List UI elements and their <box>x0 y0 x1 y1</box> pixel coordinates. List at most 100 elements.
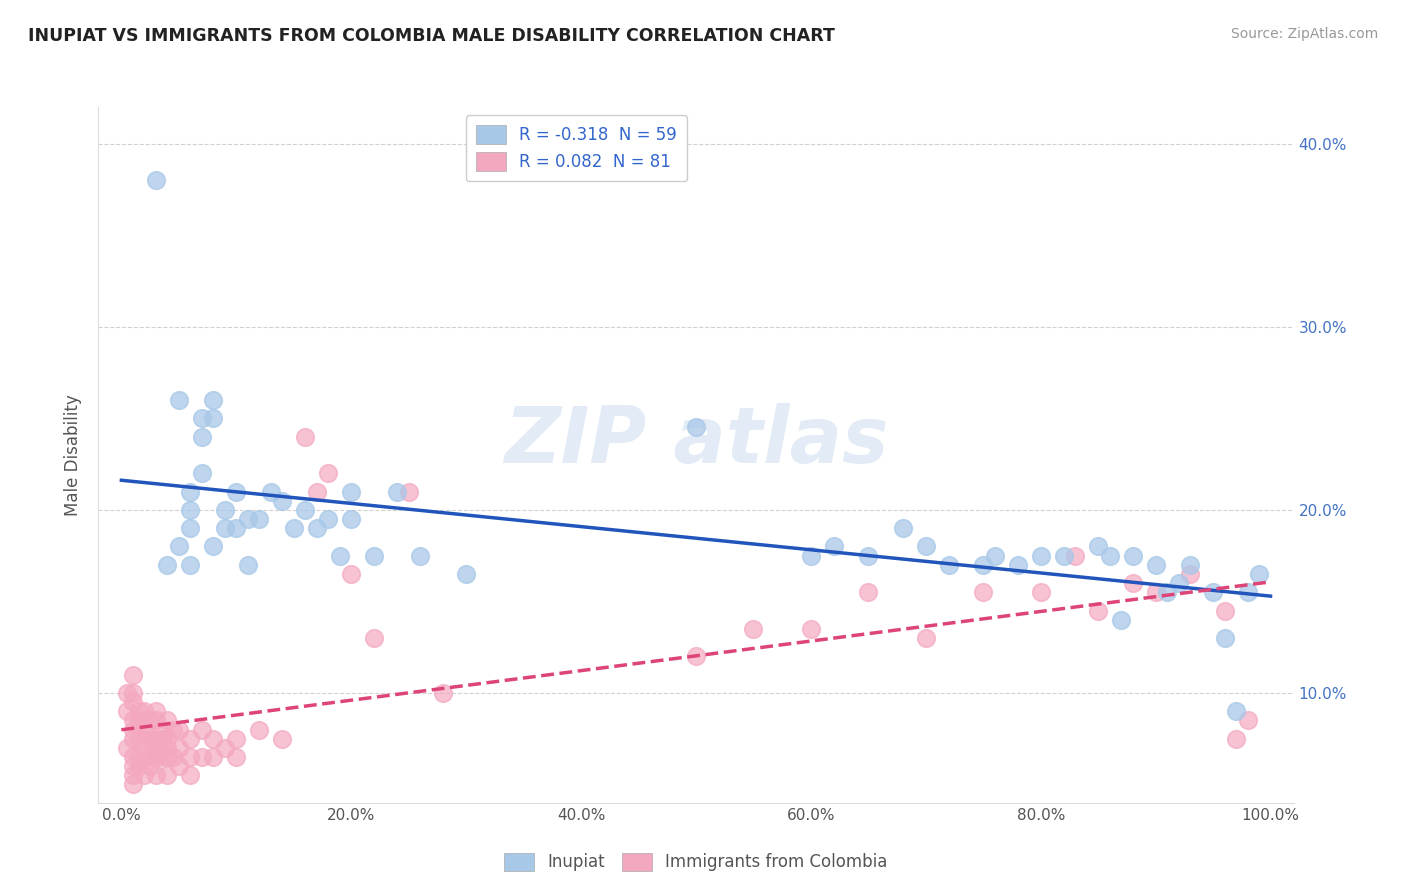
Point <box>179 750 201 764</box>
Point <box>214 740 236 755</box>
Point <box>1236 714 1258 728</box>
Point <box>128 714 150 728</box>
Point <box>122 768 145 782</box>
Point <box>1225 704 1247 718</box>
Text: INUPIAT VS IMMIGRANTS FROM COLOMBIA MALE DISABILITY CORRELATION CHART: INUPIAT VS IMMIGRANTS FROM COLOMBIA MALE… <box>28 27 835 45</box>
Point <box>236 512 259 526</box>
Point <box>1087 603 1109 617</box>
Point <box>122 759 145 773</box>
Point <box>150 750 173 764</box>
Point <box>685 649 707 664</box>
Point <box>225 484 247 499</box>
Point <box>398 484 420 499</box>
Point <box>122 750 145 764</box>
Point <box>972 558 994 572</box>
Point <box>179 484 201 499</box>
Point <box>1247 566 1270 581</box>
Point <box>150 731 173 746</box>
Point <box>167 392 190 407</box>
Point <box>145 704 167 718</box>
Point <box>202 540 225 554</box>
Point <box>145 714 167 728</box>
Point <box>1144 558 1167 572</box>
Point <box>329 549 352 563</box>
Point <box>1053 549 1076 563</box>
Point <box>115 704 138 718</box>
Point <box>247 723 270 737</box>
Point <box>128 750 150 764</box>
Point <box>167 723 190 737</box>
Point <box>145 750 167 764</box>
Point <box>150 723 173 737</box>
Point <box>156 731 179 746</box>
Point <box>122 695 145 709</box>
Point <box>145 173 167 187</box>
Point <box>858 549 880 563</box>
Point <box>134 750 156 764</box>
Point <box>225 750 247 764</box>
Point <box>283 521 305 535</box>
Point <box>1236 585 1258 599</box>
Point <box>1007 558 1029 572</box>
Point <box>1202 585 1225 599</box>
Point <box>1098 549 1121 563</box>
Point <box>134 723 156 737</box>
Point <box>316 512 339 526</box>
Point <box>145 740 167 755</box>
Point <box>202 392 225 407</box>
Text: Source: ZipAtlas.com: Source: ZipAtlas.com <box>1230 27 1378 41</box>
Point <box>115 740 138 755</box>
Point <box>139 759 162 773</box>
Point <box>191 411 214 425</box>
Point <box>191 467 214 481</box>
Point <box>214 521 236 535</box>
Point <box>156 558 179 572</box>
Point <box>340 512 363 526</box>
Point <box>236 558 259 572</box>
Point <box>823 540 845 554</box>
Point <box>1029 549 1052 563</box>
Point <box>156 750 179 764</box>
Point <box>139 714 162 728</box>
Point <box>409 549 432 563</box>
Point <box>432 686 454 700</box>
Point <box>156 768 179 782</box>
Point <box>162 750 184 764</box>
Point <box>1213 603 1236 617</box>
Point <box>914 540 936 554</box>
Point <box>385 484 409 499</box>
Point <box>1144 585 1167 599</box>
Point <box>294 429 316 443</box>
Point <box>128 731 150 746</box>
Point <box>1167 576 1189 591</box>
Point <box>179 503 201 517</box>
Point <box>134 731 156 746</box>
Point <box>1087 540 1109 554</box>
Point <box>179 768 201 782</box>
Point <box>271 731 294 746</box>
Point <box>800 549 823 563</box>
Point <box>225 521 247 535</box>
Point <box>134 714 156 728</box>
Point <box>800 622 823 636</box>
Point <box>122 714 145 728</box>
Point <box>122 777 145 791</box>
Point <box>167 740 190 755</box>
Point <box>1213 631 1236 645</box>
Point <box>305 484 328 499</box>
Point <box>972 585 994 599</box>
Y-axis label: Male Disability: Male Disability <box>65 394 83 516</box>
Point <box>122 686 145 700</box>
Point <box>456 566 478 581</box>
Point <box>1225 731 1247 746</box>
Point <box>363 631 385 645</box>
Point <box>891 521 914 535</box>
Point <box>134 704 156 718</box>
Point <box>1122 576 1144 591</box>
Point <box>1064 549 1087 563</box>
Point <box>983 549 1005 563</box>
Point <box>1178 558 1201 572</box>
Point <box>191 723 214 737</box>
Point <box>294 503 316 517</box>
Point <box>134 768 156 782</box>
